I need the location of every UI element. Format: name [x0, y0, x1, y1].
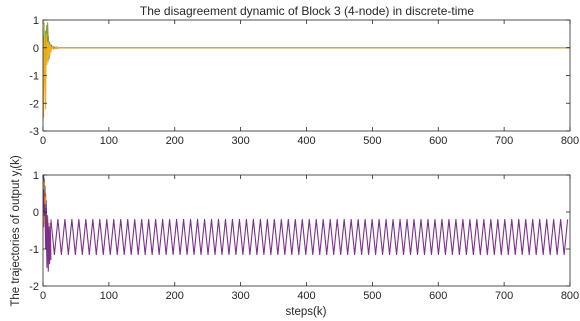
bottom-x-tick-label: 800	[561, 290, 579, 302]
top-series-group	[43, 22, 570, 118]
bottom-x-tick-label: 300	[231, 290, 249, 302]
top-x-tick-label: 300	[231, 135, 249, 147]
bottom-x-tick-label: 0	[40, 290, 46, 302]
bottom-x-tick-label: 100	[100, 290, 118, 302]
top-x-tick-label: 700	[495, 135, 513, 147]
bottom-x-tick-label: 600	[429, 290, 447, 302]
bottom-transient-line-4	[43, 189, 52, 272]
bottom-x-tick-label: 200	[166, 290, 184, 302]
top-series-line-2	[43, 33, 570, 82]
bottom-axes: 0 100 200 300 400 500 600 700 800 1 0 -1 -2	[29, 170, 579, 302]
bottom-y-axis-label-tail: (k)	[10, 155, 22, 169]
top-x-tick-label: 200	[166, 135, 184, 147]
top-axes-box	[42, 19, 571, 132]
bottom-y-axis-label-sub: i	[15, 169, 24, 171]
top-y-tick-label: 1	[33, 15, 39, 27]
top-series-line-4	[43, 22, 570, 118]
top-y-tick-label: -3	[29, 126, 39, 138]
bottom-y-axis-label-main: The trajectories of output y	[10, 170, 22, 306]
bottom-series-group	[43, 175, 569, 272]
top-chart-title: The disagreement dynamic of Block 3 (4-n…	[140, 4, 474, 18]
bottom-x-tick-label: 400	[297, 290, 315, 302]
bottom-y-tick-label: 0	[33, 207, 39, 219]
top-x-tick-label: 500	[363, 135, 381, 147]
top-y-tick-label: -1	[29, 71, 39, 83]
bottom-panel: 0 100 200 300 400 500 600 700 800 1 0 -1 -2 steps(k)…	[10, 155, 579, 318]
top-x-tick-label: 600	[429, 135, 447, 147]
bottom-x-axis-label: steps(k)	[286, 306, 327, 318]
top-y-tick-label: -2	[29, 98, 39, 110]
top-x-tick-label: 0	[40, 135, 46, 147]
bottom-y-tick-label: -1	[29, 244, 39, 256]
top-x-tick-label: 400	[297, 135, 315, 147]
top-x-tick-label: 100	[100, 135, 118, 147]
bottom-y-tick-label: 1	[33, 170, 39, 182]
bottom-y-tick-label: -2	[29, 281, 39, 293]
top-panel: The disagreement dynamic of Block 3 (4-n…	[29, 4, 579, 147]
bottom-steady-oscillation-line	[50, 218, 569, 256]
bottom-x-tick-label: 500	[363, 290, 381, 302]
top-series-line-1	[43, 25, 570, 65]
top-series-line-3	[43, 22, 570, 68]
bottom-y-axis-label: The trajectories of output yi(k)	[10, 155, 24, 307]
top-x-tick-label: 800	[561, 135, 579, 147]
top-y-tick-label: 0	[33, 43, 39, 55]
bottom-x-tick-label: 700	[495, 290, 513, 302]
top-axes: 0 100 200 300 400 500 600 700 800 1 0 -1 -2 -3	[29, 15, 579, 147]
